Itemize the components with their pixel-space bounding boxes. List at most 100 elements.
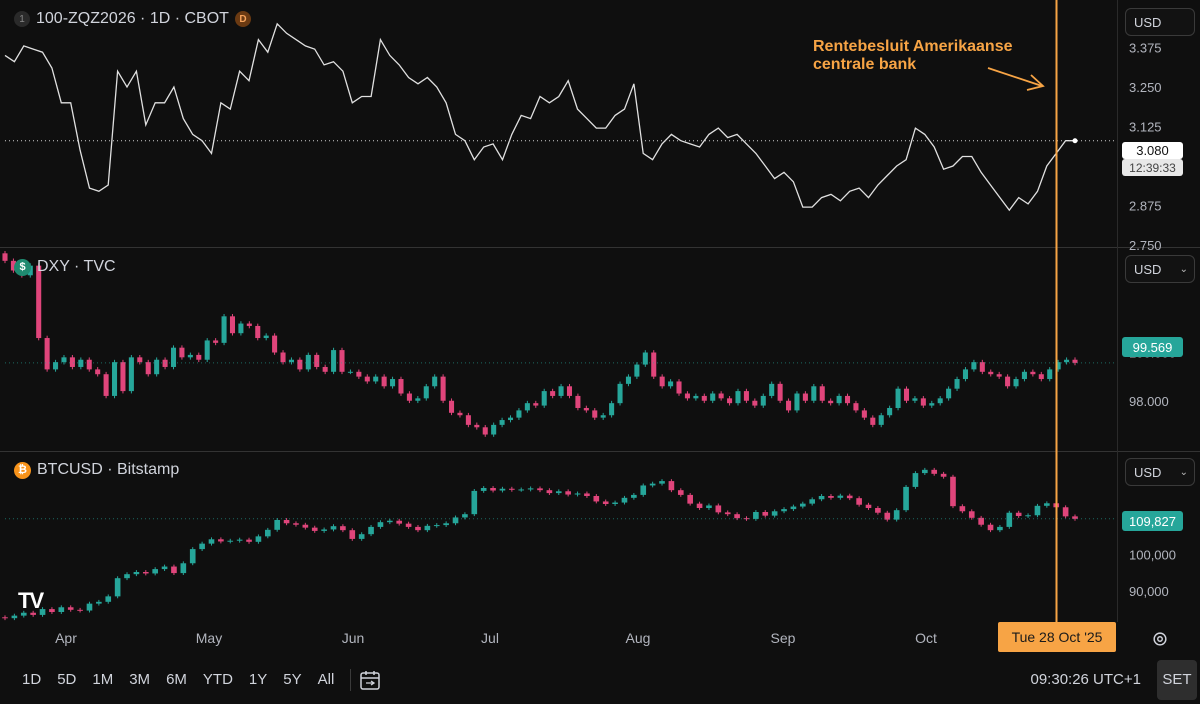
candle-body [518,489,525,491]
btc-currency-select[interactable]: USD ⌄ [1125,458,1195,486]
candle-body [86,359,92,370]
x-axis-label: Oct [915,630,937,646]
range-button-3m[interactable]: 3M [129,671,151,688]
candle-body [105,596,112,602]
candle-body [199,543,205,550]
candle-body [617,383,623,404]
candle-body [802,393,808,401]
candle-body [968,511,975,518]
candle-body [715,505,722,513]
candle-body [718,393,724,399]
candle-body [777,383,783,401]
candle-body [314,354,320,367]
candle-body [710,393,716,401]
candle-body [263,335,269,339]
candle-body [743,391,749,401]
crosshair-date-label: Tue 28 Oct '25 [998,622,1116,652]
candle-body [978,517,984,525]
range-button-1y[interactable]: 1Y [248,671,268,688]
candle-body [799,503,806,507]
candle-body [96,601,102,604]
candle-body [368,526,374,535]
candle-body [432,376,438,387]
candle-body [988,371,994,375]
range-button-1m[interactable]: 1M [92,671,114,688]
candle-body [272,335,278,353]
futures-symbol-title[interactable]: 100-ZQZ2026 · 1D · CBOT [36,10,229,27]
candle-body [491,424,497,435]
candle-body [1072,516,1078,519]
candle-body [330,526,337,530]
candle-body [1062,507,1069,517]
range-button-all[interactable]: All [317,671,335,688]
candle-body [1006,512,1013,527]
range-button-1d[interactable]: 1D [22,671,42,688]
candle-body [78,359,84,367]
candle-body [912,473,919,487]
candle-body [996,374,1002,377]
x-axis-label: Aug [626,630,651,646]
candle-body [196,354,202,360]
candle-body [457,412,463,416]
dxy-currency-select[interactable]: USD ⌄ [1125,255,1195,283]
settings-gear-icon[interactable] [1151,630,1169,648]
candle-body [593,496,600,502]
candle-body [954,379,960,389]
candle-body [331,350,337,372]
annotation-arrowhead [1026,74,1045,91]
range-buttons: 1D 5D 1M 3M 6M YTD 1Y 5Y All [0,671,342,688]
futures-last-price-tag: 3.080 [1122,142,1183,159]
candle-body [537,488,543,491]
candle-body [142,572,149,574]
btc-symbol-title[interactable]: BTCUSD · Bitstamp [37,461,180,478]
tradingview-logo[interactable]: TV [18,588,44,613]
candle-body [659,481,665,484]
chevron-down-icon: ⌄ [1179,263,1188,275]
btc-pane-title[interactable]: ₿ BTCUSD · Bitstamp [14,461,179,479]
candle-body [950,476,956,507]
candle-body [480,488,487,491]
calendar-range-icon[interactable] [359,669,381,691]
dxy-symbol-title[interactable]: DXY · TVC [37,258,116,275]
range-button-6m[interactable]: 6M [166,671,187,688]
candle-body [236,539,243,541]
candle-body [187,354,193,358]
interval-badge: D [234,11,251,27]
candle-body [20,612,27,616]
clock-utc[interactable]: 09:30:26 UTC+1 [1030,671,1142,688]
last-point-marker [1072,138,1078,144]
candle-body [39,609,46,615]
candle-body [170,347,177,367]
x-axis-label: Jul [481,630,499,646]
candle-body [1025,515,1031,517]
annotation-arrow [987,67,1043,87]
candle-body [734,514,740,519]
candle-body [940,473,947,477]
dxy-pane-title[interactable]: $ DXY · TVC [14,258,116,276]
candle-body [762,512,769,516]
candle-body [10,260,16,271]
candle-body [612,502,618,504]
candle-body [423,386,429,399]
candle-body [373,376,379,382]
candle-body [86,603,93,611]
range-button-5d[interactable]: 5D [57,671,77,688]
futures-currency-select[interactable]: USD [1125,8,1195,36]
candle-body [339,350,345,372]
candle-body [204,340,210,360]
range-button-ytd[interactable]: YTD [202,671,233,688]
fed-rate-decision-annotation[interactable]: Rentebesluit Amerikaanse centrale bank [813,38,1012,74]
futures-pane-title[interactable]: 1 100-ZQZ2026 · 1D · CBOT D [14,10,251,28]
y-tick-label: 2.875 [1129,199,1162,214]
candle-body [642,352,648,365]
candle-body [887,407,893,416]
candle-body [1021,371,1027,380]
range-button-5y[interactable]: 5Y [283,671,302,688]
futures-countdown-tag: 12:39:33 [1122,159,1183,176]
candle-body [120,362,126,392]
set-button[interactable]: SET [1157,659,1197,700]
candle-body [533,403,539,406]
candle-body [1044,503,1050,506]
